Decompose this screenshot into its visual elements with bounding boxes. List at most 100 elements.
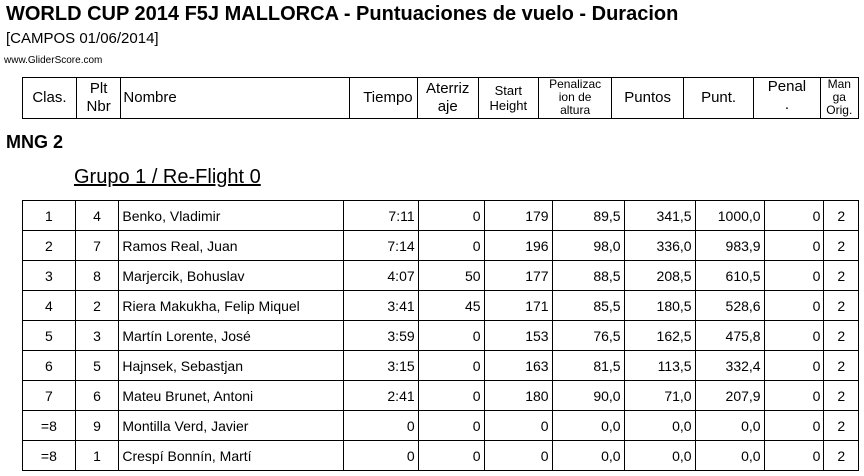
cell-start-height: 179 [483, 200, 553, 231]
cell-plt: 2 [74, 290, 120, 321]
table-row: =8 1 Crespí Bonnín, Martí 0 0 0 0,0 0,0 0,0 0 2 [22, 440, 859, 471]
cell-clas: 1 [22, 200, 76, 231]
cell-plt: 6 [74, 380, 120, 411]
cell-puntos: 208,5 [623, 260, 696, 291]
cell-manga: 2 [823, 230, 859, 261]
cell-clas: 2 [22, 230, 76, 261]
cell-tiempo: 3:41 [342, 290, 419, 321]
col-tiempo: Tiempo [349, 77, 418, 119]
cell-penal: 0 [763, 260, 825, 291]
table-row: 3 8 Marjercik, Bohuslav 4:07 50 177 88,5 208,5 6… [22, 260, 859, 291]
cell-punt: 983,9 [694, 230, 765, 261]
cell-nombre: Montilla Verd, Javier [118, 410, 344, 441]
cell-start-height: 171 [483, 290, 553, 321]
cell-plt: 9 [74, 410, 120, 441]
cell-start-height: 153 [483, 320, 553, 351]
results-table: 1 4 Benko, Vladimir 7:11 0 179 89,5 341,5 1000,0… [22, 200, 859, 471]
site-label: www.GliderScore.com [4, 55, 103, 66]
cell-plt: 7 [74, 230, 120, 261]
cell-penal: 0 [763, 200, 825, 231]
cell-tiempo: 0 [342, 410, 419, 441]
table-row: 6 5 Hajnsek, Sebastjan 3:15 0 163 81,5 113,5 332… [22, 350, 859, 381]
cell-penal: 0 [763, 380, 825, 411]
cell-penal: 0 [763, 410, 825, 441]
cell-aterrizaje: 0 [417, 230, 485, 261]
cell-penal: 0 [763, 350, 825, 381]
cell-puntos: 113,5 [623, 350, 696, 381]
cell-clas: 5 [22, 320, 76, 351]
col-manga-orig: Man ga Orig. [819, 77, 860, 119]
table-row: =8 9 Montilla Verd, Javier 0 0 0 0,0 0,0 0,0 0 2 [22, 410, 859, 441]
cell-puntos: 180,5 [623, 290, 696, 321]
cell-penal-altura: 89,5 [551, 200, 625, 231]
cell-puntos: 336,0 [623, 230, 696, 261]
cell-plt: 4 [74, 200, 120, 231]
cell-aterrizaje: 0 [417, 380, 485, 411]
cell-penal-altura: 0,0 [551, 440, 625, 471]
cell-puntos: 0,0 [623, 410, 696, 441]
cell-punt: 0,0 [694, 410, 765, 441]
cell-punt: 1000,0 [694, 200, 765, 231]
cell-clas: 6 [22, 350, 76, 381]
cell-tiempo: 3:15 [342, 350, 419, 381]
table-row: 7 6 Mateu Brunet, Antoni 2:41 0 180 90,0 71,0 20… [22, 380, 859, 411]
col-clas: Clas. [22, 77, 77, 119]
cell-penal-altura: 0,0 [551, 410, 625, 441]
cell-manga: 2 [823, 320, 859, 351]
group-heading: Grupo 1 / Re-Flight 0 [74, 166, 261, 188]
cell-clas: =8 [22, 410, 76, 441]
cell-punt: 610,5 [694, 260, 765, 291]
cell-start-height: 0 [483, 440, 553, 471]
cell-nombre: Crespí Bonnín, Martí [118, 440, 344, 471]
cell-aterrizaje: 45 [417, 290, 485, 321]
cell-penal: 0 [763, 290, 825, 321]
cell-aterrizaje: 0 [417, 200, 485, 231]
header-row: Clas. Plt Nbr Nombre Tiempo Aterriz aje St… [22, 77, 860, 119]
cell-penal: 0 [763, 230, 825, 261]
col-penal: Penal. [753, 77, 821, 119]
col-penalizacion-altura: Penalizac ion de altura [537, 77, 613, 119]
round-heading: MNG 2 [6, 132, 64, 152]
cell-penal-altura: 90,0 [551, 380, 625, 411]
cell-manga: 2 [823, 380, 859, 411]
table-row: 5 3 Martín Lorente, José 3:59 0 153 76,5 162,5 4… [22, 320, 859, 351]
cell-plt: 1 [74, 440, 120, 471]
cell-nombre: Riera Makukha, Felip Miquel [118, 290, 344, 321]
cell-aterrizaje: 0 [417, 350, 485, 381]
cell-start-height: 177 [483, 260, 553, 291]
cell-tiempo: 3:59 [342, 320, 419, 351]
cell-penal: 0 [763, 320, 825, 351]
cell-aterrizaje: 50 [417, 260, 485, 291]
cell-punt: 475,8 [694, 320, 765, 351]
cell-puntos: 162,5 [623, 320, 696, 351]
cell-puntos: 71,0 [623, 380, 696, 411]
cell-punt: 0,0 [694, 440, 765, 471]
cell-nombre: Mateu Brunet, Antoni [118, 380, 344, 411]
cell-manga: 2 [823, 440, 859, 471]
cell-tiempo: 7:11 [342, 200, 419, 231]
cell-tiempo: 0 [342, 440, 419, 471]
cell-penal-altura: 98,0 [551, 230, 625, 261]
cell-clas: 4 [22, 290, 76, 321]
cell-plt: 8 [74, 260, 120, 291]
col-start-height: Start Height [477, 77, 539, 119]
col-nombre: Nombre [120, 77, 351, 119]
cell-tiempo: 7:14 [342, 230, 419, 261]
cell-punt: 528,6 [694, 290, 765, 321]
col-aterrizaje: Aterriz aje [416, 77, 479, 119]
cell-penal-altura: 81,5 [551, 350, 625, 381]
cell-tiempo: 2:41 [342, 380, 419, 411]
cell-manga: 2 [823, 410, 859, 441]
cell-manga: 2 [823, 350, 859, 381]
cell-punt: 207,9 [694, 380, 765, 411]
cell-penal-altura: 88,5 [551, 260, 625, 291]
cell-clas: =8 [22, 440, 76, 471]
col-puntos: Puntos [611, 77, 684, 119]
cell-aterrizaje: 0 [417, 320, 485, 351]
cell-nombre: Hajnsek, Sebastjan [118, 350, 344, 381]
col-plt-nbr: Plt Nbr [75, 77, 122, 119]
cell-aterrizaje: 0 [417, 410, 485, 441]
cell-manga: 2 [823, 200, 859, 231]
cell-nombre: Marjercik, Bohuslav [118, 260, 344, 291]
cell-penal-altura: 85,5 [551, 290, 625, 321]
